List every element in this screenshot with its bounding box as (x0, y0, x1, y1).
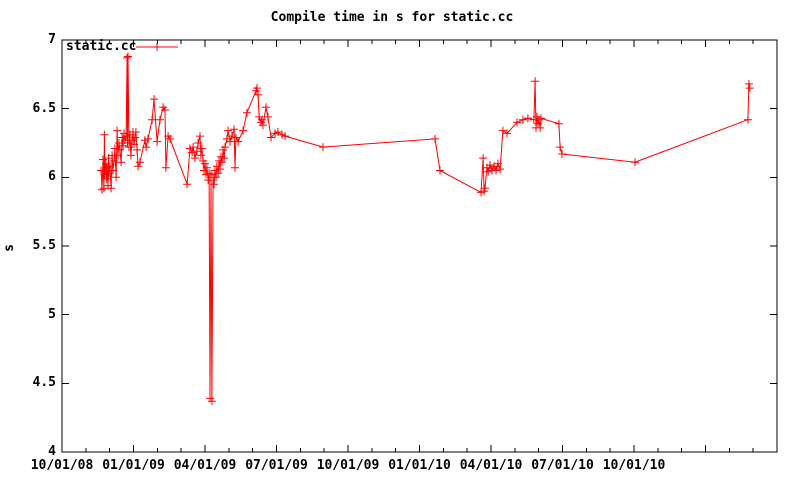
x-tick-label: 10/01/08 (30, 458, 94, 473)
series-line (100, 56, 751, 402)
y-tick-label: 5 (48, 306, 56, 322)
legend-series-label: static.cc (66, 39, 137, 54)
x-tick-label: 04/01/10 (459, 458, 523, 473)
x-tick-label: 10/01/10 (602, 458, 666, 473)
series-markers (97, 52, 754, 406)
chart-title: Compile time in s for static.cc (270, 10, 514, 25)
x-tick-label: 04/01/09 (173, 458, 237, 473)
x-tick-label: 07/01/09 (245, 458, 308, 473)
y-tick-label: 4.5 (32, 375, 56, 391)
axis-ticks (61, 39, 778, 453)
y-tick-label: 6.5 (32, 100, 56, 116)
y-tick-label: 6 (48, 169, 56, 185)
y-tick-label: 4 (48, 444, 56, 459)
plot-border (61, 39, 778, 453)
legend-sample-line (136, 43, 178, 51)
y-tick-label: 5.5 (32, 238, 56, 253)
x-tick-label: 01/01/10 (388, 458, 451, 473)
x-tick-label: 10/01/09 (316, 458, 380, 473)
y-tick-label: 7 (48, 32, 56, 47)
x-tick-label: 01/01/09 (102, 458, 165, 473)
x-tick-label: 07/01/10 (531, 458, 594, 473)
